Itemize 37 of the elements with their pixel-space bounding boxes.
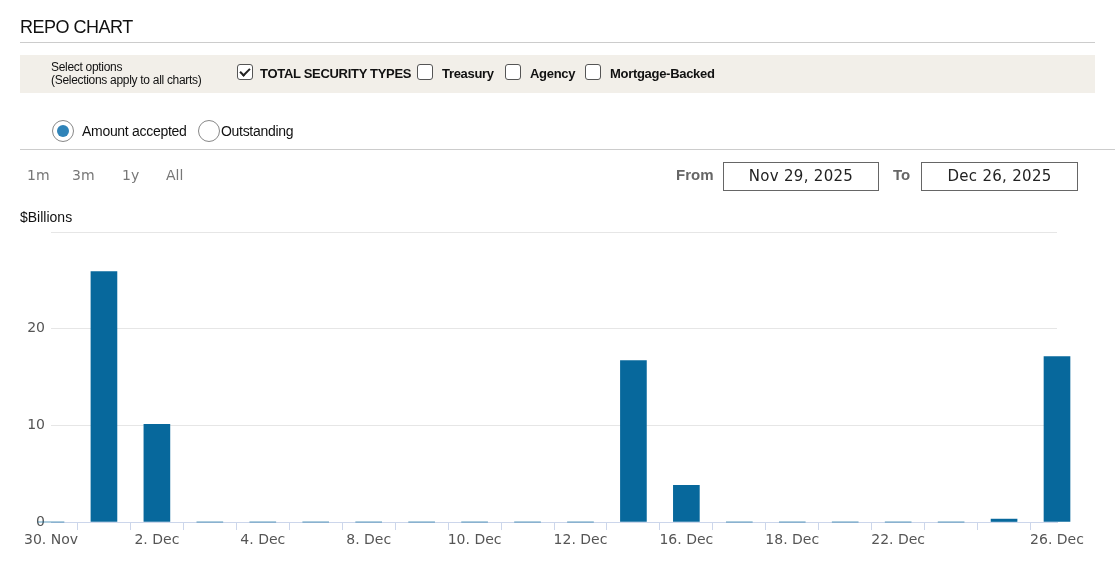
x-tick-label: 2. Dec	[134, 531, 180, 548]
x-tick-label: 10. Dec	[447, 531, 502, 548]
text: Mortgage-Backed	[610, 66, 715, 81]
y-axis-title: $Billions	[20, 209, 73, 225]
bar	[143, 424, 171, 522]
text: Agency	[530, 66, 576, 81]
y-tick-label: 0	[36, 512, 45, 529]
x-tick-label: 16. Dec	[659, 531, 714, 548]
x-tick-label: 30. Nov	[23, 531, 79, 548]
text: To	[893, 166, 911, 183]
text: 1y	[122, 167, 140, 183]
date-field: Nov 29, 2025	[723, 162, 879, 191]
x-tick-label: 22. Dec	[871, 531, 926, 548]
text: 1m	[27, 167, 50, 183]
x-tick-label: 4. Dec	[240, 531, 286, 548]
text: From	[676, 166, 714, 183]
text: All	[166, 167, 184, 183]
y-tick-label: 20	[27, 319, 45, 336]
text: 3m	[72, 167, 95, 183]
x-tick-label: 18. Dec	[765, 531, 820, 548]
bar	[90, 271, 118, 522]
text: TOTAL SECURITY TYPES	[260, 66, 412, 81]
y-tick-label: 10	[27, 415, 45, 432]
date-field: Dec 26, 2025	[921, 162, 1078, 191]
text: Treasury	[442, 66, 494, 81]
bar	[1043, 356, 1071, 522]
bar	[620, 360, 647, 522]
chart-title: REPO CHART	[20, 17, 133, 38]
text: (Selections apply to all charts)	[51, 73, 202, 87]
bar	[990, 518, 1018, 522]
x-tick-label: 8. Dec	[346, 531, 392, 548]
text: Select options	[51, 60, 123, 74]
text: Outstanding	[221, 123, 294, 139]
x-tick-label: 26. Dec	[1030, 531, 1084, 548]
bar	[673, 484, 700, 522]
x-tick-label: 12. Dec	[553, 531, 608, 548]
text: Amount accepted	[82, 123, 187, 139]
